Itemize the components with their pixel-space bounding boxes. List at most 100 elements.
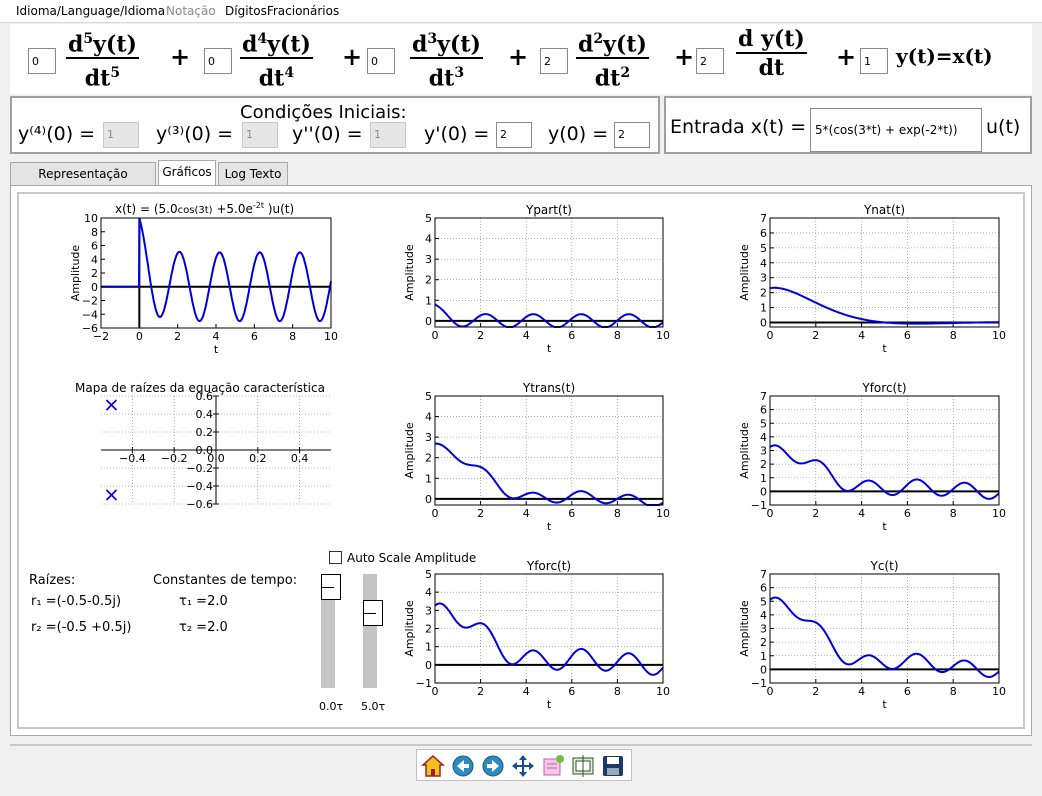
menu-digits[interactable]: DígitosFracionários: [225, 4, 340, 18]
autoscale-label: Auto Scale Amplitude: [347, 551, 477, 565]
tau-2: τ₂ =2.0: [179, 620, 228, 635]
y-tick-label: 0.6: [196, 390, 214, 403]
graphs-canvas: −2 0 2 4 6 8 10 −6 −4 −2 0 2 4 6 8 10 t Amplitude x(t) = (…: [17, 192, 1025, 729]
configure-icon[interactable]: [540, 753, 566, 779]
y-tick-label: 1: [760, 302, 767, 315]
x-tick-label: 10: [656, 329, 670, 342]
y-tick-label: −0.2: [186, 462, 213, 475]
y-tick-label: 4: [425, 411, 432, 424]
x-tick-label: 4: [213, 330, 220, 343]
menu-language[interactable]: Idioma/Language/Idioma: [16, 4, 166, 18]
cond-input-y3[interactable]: 1: [242, 122, 278, 148]
chart-title: Yforc(t): [861, 381, 906, 395]
x-axis-label: t: [882, 698, 887, 711]
chart-title: Yforc(t): [526, 559, 571, 573]
save-icon[interactable]: [600, 753, 626, 779]
plus-sign: +: [170, 42, 191, 71]
cond-input-y1[interactable]: 2: [496, 122, 532, 148]
pan-icon[interactable]: [510, 753, 536, 779]
plot-toolbar: [416, 749, 632, 781]
term-order: 2: [593, 31, 604, 47]
term-den: dt: [258, 65, 285, 92]
term-den-order: 3: [454, 65, 465, 82]
x-tick-label: 6: [904, 507, 911, 520]
graphs-panel: −2 0 2 4 6 8 10 −6 −4 −2 0 2 4 6 8 10 t Amplitude x(t) = (…: [10, 185, 1032, 736]
x-tick-label: 0: [432, 685, 439, 698]
time-slider-start[interactable]: [321, 574, 341, 688]
slider-handle[interactable]: [321, 574, 341, 600]
term-num: d: [578, 31, 594, 58]
y-tick-label: 3: [760, 272, 767, 285]
x-tick-label: 2: [812, 507, 819, 520]
x-tick-label: 0: [432, 329, 439, 342]
tab-algebraic[interactable]: Representação Algébrica: [10, 162, 156, 203]
y-tick-label: 5: [760, 242, 767, 255]
term-order: 4: [257, 31, 268, 47]
tab-log-text[interactable]: Log Texto: [218, 162, 288, 185]
y-axis-label: Amplitude: [738, 422, 751, 479]
coef-input-5[interactable]: 0: [28, 48, 56, 74]
y-tick-label: 5: [425, 390, 432, 403]
y-tick-label: 0: [760, 317, 767, 330]
slider-handle[interactable]: [363, 600, 383, 627]
menu-bar: Idioma/Language/Idioma Notação DígitosFr…: [0, 0, 1042, 23]
y-tick-label: 2: [425, 623, 432, 636]
root-r1: r₁ =(-0.5-0.5j): [31, 594, 122, 609]
x-tick-label: 6: [568, 507, 575, 520]
x-tick-label: 0.0: [207, 452, 225, 465]
y-tick-label: 4: [760, 431, 767, 444]
x-tick-label: 4: [523, 685, 530, 698]
y-tick-label: 7: [760, 390, 767, 403]
home-icon[interactable]: [420, 753, 446, 779]
forward-icon[interactable]: [480, 753, 506, 779]
plot-frame: [434, 395, 664, 506]
coef-input-4[interactable]: 0: [204, 48, 232, 74]
cond-input-y0[interactable]: 2: [614, 122, 650, 148]
y-tick-label: 2: [760, 458, 767, 471]
x-tick-label: 6: [568, 329, 575, 342]
term-num: d: [68, 31, 84, 58]
plot-area: [101, 218, 331, 328]
y-tick-label: 0.4: [196, 408, 214, 421]
derivative-4-term: d4y(t) dt4: [240, 26, 313, 93]
y-tick-label: 7: [760, 212, 767, 225]
series-line: [434, 303, 664, 328]
cond-label-y1: y'(0) =: [424, 123, 490, 145]
x-tick-label: 6: [904, 685, 911, 698]
y-tick-label: 4: [91, 253, 98, 266]
x-tick-label: 8: [614, 685, 621, 698]
y-tick-label: 1: [425, 641, 432, 654]
y-tick-label: −4: [82, 308, 98, 321]
cond-input-y4[interactable]: 1: [103, 122, 139, 148]
autoscale-checkbox[interactable]: Auto Scale Amplitude: [329, 551, 476, 565]
menu-notation[interactable]: Notação: [166, 4, 216, 18]
input-expression-field[interactable]: 5*(cos(3*t) + exp(-2*t)): [810, 108, 982, 152]
cond-input-y2[interactable]: 1: [370, 122, 406, 148]
chart-title: Ytrans(t): [522, 381, 575, 395]
x-tick-label: 0: [432, 507, 439, 520]
y-tick-label: 0: [760, 663, 767, 676]
root-marker: [105, 489, 118, 501]
back-icon[interactable]: [450, 753, 476, 779]
coef-input-1[interactable]: 2: [696, 48, 724, 74]
x-tick-label: 10: [656, 507, 670, 520]
x-tick-label: 10: [992, 329, 1006, 342]
x-axis-label: t: [547, 342, 552, 355]
plus-sign: +: [342, 42, 363, 71]
checkbox-box[interactable]: [329, 551, 342, 564]
subplots-icon[interactable]: [570, 753, 596, 779]
coef-input-0[interactable]: 1: [860, 48, 888, 74]
y-axis-label: Amplitude: [403, 600, 416, 657]
series-line: [101, 218, 332, 323]
y-tick-label: 5: [425, 568, 432, 581]
time-slider-end[interactable]: [363, 574, 383, 688]
plot-area: [435, 396, 663, 505]
tab-graphs[interactable]: Gráficos: [158, 160, 216, 186]
coef-input-3[interactable]: 0: [367, 48, 395, 74]
x-tick-label: 10: [656, 685, 670, 698]
x-tick-label: 4: [523, 329, 530, 342]
y-tick-label: −6: [82, 322, 98, 335]
coef-input-2[interactable]: 2: [540, 48, 568, 74]
x-axis-label: t: [547, 520, 552, 533]
x-tick-label: −0.4: [119, 452, 146, 465]
